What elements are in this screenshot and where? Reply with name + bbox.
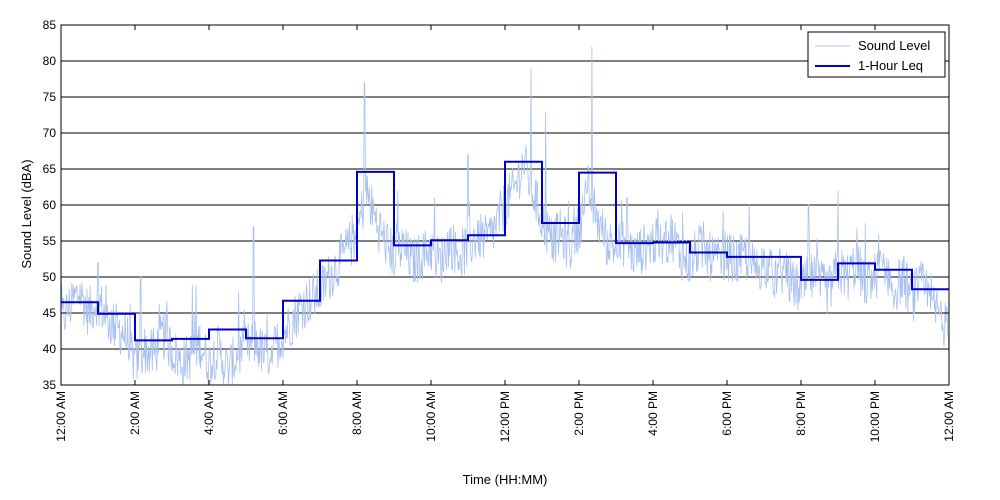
x-tick-label: 6:00 PM <box>720 391 734 436</box>
legend-label-leq: 1-Hour Leq <box>858 58 923 73</box>
y-tick-label: 70 <box>43 126 57 140</box>
y-tick-label: 45 <box>43 306 57 320</box>
y-tick-label: 55 <box>43 234 57 248</box>
x-tick-label: 10:00 AM <box>424 391 438 442</box>
y-axis-ticks: 35 40 45 50 55 60 65 70 75 80 85 <box>43 18 949 392</box>
y-tick-label: 75 <box>43 90 57 104</box>
y-tick-label: 85 <box>43 18 57 32</box>
x-tick-label: 10:00 PM <box>868 391 882 442</box>
x-tick-label: 8:00 PM <box>794 391 808 436</box>
y-tick-label: 65 <box>43 162 57 176</box>
x-tick-label: 2:00 AM <box>128 391 142 435</box>
x-tick-label: 6:00 AM <box>276 391 290 435</box>
x-axis-title: Time (HH:MM) <box>463 472 548 487</box>
y-tick-label: 40 <box>43 342 57 356</box>
x-tick-label: 12:00 AM <box>942 391 956 442</box>
x-tick-label: 2:00 PM <box>572 391 586 436</box>
x-tick-label: 4:00 PM <box>646 391 660 436</box>
y-tick-label: 50 <box>43 270 57 284</box>
legend-box <box>807 31 946 78</box>
series-leq-step-line <box>61 160 949 342</box>
y-axis-title: Sound Level (dBA) <box>19 159 34 268</box>
x-tick-label: 4:00 AM <box>202 391 216 435</box>
x-tick-label: 12:00 PM <box>498 391 512 442</box>
y-tick-label: 60 <box>43 198 57 212</box>
y-tick-label: 35 <box>43 378 57 392</box>
y-tick-label: 80 <box>43 54 57 68</box>
legend: Sound Level 1-Hour Leq <box>807 31 946 78</box>
x-tick-label: 8:00 AM <box>350 391 364 435</box>
x-tick-label: 12:00 AM <box>54 391 68 442</box>
plot-area <box>60 46 950 386</box>
x-axis-ticks: 12:00 AM 2:00 AM 4:00 AM 6:00 AM 8:00 AM 10:0… <box>54 25 956 442</box>
legend-label-sound-level: Sound Level <box>858 38 930 53</box>
